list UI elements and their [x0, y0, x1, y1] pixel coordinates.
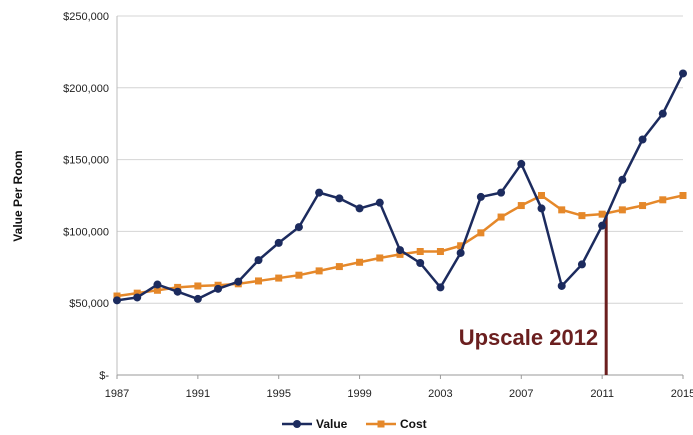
- plot-frame: [116, 16, 683, 376]
- legend: Value Cost: [282, 417, 427, 431]
- data-point-value: [436, 283, 445, 292]
- data-point-cost: [679, 192, 687, 199]
- data-point-value: [618, 175, 627, 184]
- data-point-value: [497, 188, 506, 197]
- legend-marker-value: [293, 420, 301, 428]
- data-point-cost: [153, 286, 161, 294]
- data-point-value: [577, 260, 586, 269]
- data-point-value: [113, 296, 121, 305]
- annotation: Upscale 2012: [459, 215, 608, 375]
- data-point-value: [679, 69, 687, 78]
- data-point-cost: [457, 242, 465, 250]
- data-point-cost: [376, 254, 384, 262]
- y-axis-ticks: $- $50,000 $100,000 $150,000 $200,000 $250,00…: [63, 11, 109, 382]
- data-point-value: [355, 204, 364, 213]
- x-tick-label: 2003: [428, 388, 452, 400]
- data-point-value: [133, 293, 142, 302]
- y-tick-label: $50,000: [69, 298, 109, 310]
- y-tick-label: $-: [99, 370, 109, 382]
- data-point-cost: [133, 289, 141, 297]
- data-point-value: [638, 135, 647, 144]
- data-point-value: [214, 284, 223, 293]
- data-point-cost: [174, 283, 182, 291]
- data-point-value: [234, 277, 243, 286]
- x-tick-label: 1995: [266, 388, 290, 400]
- x-tick-label: 2015: [671, 388, 693, 400]
- y-axis-label: Value Per Room: [11, 150, 25, 241]
- x-axis-ticks: 1987 1991 1995 1999 2003 2007 2011 2015: [105, 375, 693, 400]
- data-point-cost: [517, 202, 525, 210]
- data-point-value: [315, 188, 324, 197]
- data-point-value: [658, 109, 667, 118]
- series-line-value: [116, 72, 685, 302]
- data-point-value: [476, 192, 485, 201]
- data-point-cost: [356, 258, 364, 266]
- legend-marker-cost: [377, 420, 385, 428]
- data-point-value: [456, 248, 465, 257]
- data-point-cost: [558, 206, 566, 214]
- data-point-value: [537, 204, 546, 213]
- series-value: [113, 69, 687, 305]
- data-point-cost: [538, 192, 545, 199]
- data-point-cost: [436, 248, 444, 256]
- y-tick-label: $250,000: [63, 11, 109, 23]
- data-point-value: [396, 246, 404, 255]
- legend-label-cost: Cost: [400, 417, 427, 431]
- x-tick-label: 1991: [186, 388, 210, 400]
- data-point-value: [193, 294, 202, 303]
- data-point-value: [153, 280, 162, 289]
- series-line-cost: [116, 194, 684, 298]
- y-tick-label: $100,000: [63, 226, 109, 238]
- data-point-cost: [335, 263, 343, 271]
- x-tick-label: 2011: [590, 388, 614, 400]
- data-point-cost: [275, 274, 283, 282]
- data-point-value: [335, 194, 344, 203]
- gridlines: [117, 15, 683, 376]
- series-cost: [113, 192, 687, 300]
- data-point-value: [598, 221, 607, 230]
- data-point-cost: [618, 206, 626, 214]
- data-point-cost: [255, 277, 262, 285]
- data-point-value: [517, 159, 526, 168]
- data-point-cost: [659, 196, 667, 204]
- legend-label-value: Value: [316, 417, 348, 431]
- data-point-cost: [194, 282, 202, 290]
- y-tick-label: $200,000: [63, 83, 109, 95]
- data-point-cost: [477, 229, 485, 237]
- data-point-cost: [315, 267, 323, 275]
- data-point-cost: [598, 210, 606, 218]
- data-point-cost: [295, 271, 303, 279]
- annotation-label: Upscale 2012: [459, 325, 598, 350]
- data-point-cost: [497, 213, 505, 221]
- data-point-value: [294, 223, 303, 232]
- data-point-cost: [113, 292, 121, 300]
- data-point-value: [274, 238, 283, 247]
- y-tick-label: $150,000: [63, 155, 109, 167]
- data-point-value: [173, 287, 182, 296]
- data-point-value: [375, 198, 384, 207]
- x-tick-label: 1999: [347, 388, 371, 400]
- data-point-value: [557, 281, 566, 290]
- data-point-cost: [396, 250, 404, 258]
- data-point-cost: [416, 248, 424, 256]
- data-point-cost: [639, 202, 647, 210]
- data-point-value: [416, 258, 425, 267]
- data-point-value: [254, 256, 263, 265]
- x-tick-label: 2007: [509, 388, 533, 400]
- x-tick-label: 1987: [105, 388, 129, 400]
- data-point-cost: [578, 212, 586, 220]
